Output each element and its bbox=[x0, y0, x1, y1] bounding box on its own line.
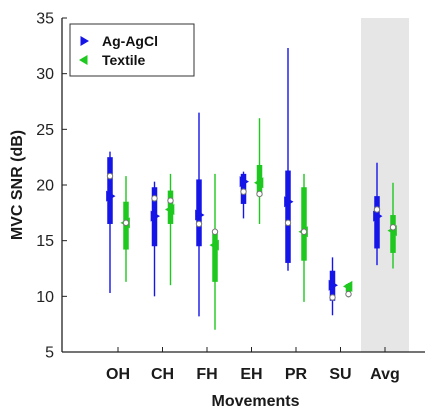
category-label-eh: EH bbox=[240, 366, 262, 383]
y-tick-label-20: 20 bbox=[36, 178, 54, 195]
x-axis-title: Movements bbox=[211, 393, 299, 410]
mean-marker-ag-agcl-ch bbox=[151, 195, 158, 202]
category-label-ch: CH bbox=[151, 366, 174, 383]
category-label-fh: FH bbox=[196, 366, 217, 383]
box-ag-agcl-pr bbox=[284, 48, 294, 271]
series-ag-agcl bbox=[106, 48, 383, 317]
box-textile-su bbox=[343, 280, 353, 298]
mean-marker-ag-agcl-pr bbox=[284, 219, 292, 227]
legend-label-textile: Textile bbox=[102, 52, 146, 68]
mean-marker-ag-agcl-eh bbox=[240, 188, 247, 195]
box-textile-ch bbox=[165, 173, 175, 286]
y-tick-label-10: 10 bbox=[36, 289, 54, 306]
iqr-ag-agcl-avg bbox=[374, 196, 380, 249]
category-label-oh: OH bbox=[106, 366, 130, 383]
box-ag-agcl-ch bbox=[150, 181, 160, 297]
median-marker-textile-fh bbox=[209, 239, 219, 251]
legend: Ag-AgCl Textile bbox=[69, 23, 195, 77]
mean-marker-ag-agcl-avg bbox=[373, 206, 381, 213]
median-marker-ag-agcl-eh bbox=[239, 176, 249, 188]
iqr-ag-agcl-oh bbox=[107, 157, 113, 224]
legend-box bbox=[69, 23, 195, 77]
median-marker-textile-ch bbox=[165, 203, 175, 215]
median-marker-ag-agcl-fh bbox=[195, 209, 205, 221]
category-label-su: SU bbox=[329, 366, 351, 383]
median-marker-ag-agcl-pr bbox=[284, 196, 294, 208]
box-ag-agcl-fh bbox=[195, 112, 205, 317]
category-label-avg: Avg bbox=[370, 366, 400, 383]
y-axis: 5 10 15 20 25 30 35 bbox=[36, 11, 67, 362]
category-label-pr: PR bbox=[285, 366, 308, 383]
mean-marker-textile-fh bbox=[211, 228, 219, 235]
box-textile-eh bbox=[254, 118, 264, 224]
y-tick-label-35: 35 bbox=[36, 11, 54, 28]
mean-marker-ag-agcl-su bbox=[329, 294, 336, 301]
box-plot-series bbox=[106, 48, 397, 330]
box-ag-agcl-su bbox=[328, 257, 338, 316]
y-tick-label-5: 5 bbox=[45, 345, 54, 362]
mean-marker-textile-eh bbox=[256, 190, 263, 198]
y-axis-title: MVC SNR (dB) bbox=[9, 130, 26, 240]
box-ag-agcl-avg bbox=[373, 162, 383, 266]
legend-marker-textile bbox=[79, 55, 88, 65]
mean-marker-textile-ch bbox=[167, 197, 174, 204]
mean-marker-textile-oh bbox=[122, 219, 130, 227]
mean-marker-textile-su bbox=[345, 290, 352, 298]
y-tick-label-15: 15 bbox=[36, 233, 54, 250]
box-textile-oh bbox=[120, 176, 130, 282]
series-textile bbox=[120, 118, 397, 330]
median-marker-ag-agcl-oh bbox=[106, 190, 116, 202]
box-ag-agcl-eh bbox=[239, 171, 249, 219]
iqr-textile-avg bbox=[390, 215, 396, 253]
mean-marker-ag-agcl-oh bbox=[106, 172, 114, 180]
legend-marker-ag-agcl bbox=[80, 36, 89, 46]
iqr-textile-pr bbox=[301, 187, 307, 261]
mean-marker-ag-agcl-fh bbox=[195, 220, 203, 228]
box-ag-agcl-oh bbox=[106, 151, 116, 293]
iqr-textile-fh bbox=[212, 231, 218, 282]
box-textile-avg bbox=[387, 182, 397, 269]
y-tick-label-25: 25 bbox=[36, 122, 54, 139]
box-textile-fh bbox=[209, 173, 219, 330]
mean-marker-textile-pr bbox=[300, 228, 308, 235]
median-marker-textile-eh bbox=[254, 177, 264, 189]
median-marker-ag-agcl-avg bbox=[373, 210, 383, 222]
y-tick-label-30: 30 bbox=[36, 66, 54, 83]
mean-marker-textile-avg bbox=[389, 224, 397, 231]
box-textile-pr bbox=[298, 173, 308, 302]
median-marker-textile-su bbox=[343, 280, 353, 292]
median-marker-ag-agcl-su bbox=[328, 279, 338, 291]
avg-highlight-band bbox=[361, 18, 409, 352]
iqr-ag-agcl-pr bbox=[285, 170, 291, 263]
x-axis: OH CH FH EH PR SU Avg bbox=[106, 347, 400, 383]
median-marker-ag-agcl-ch bbox=[150, 210, 160, 222]
legend-label-ag-agcl: Ag-AgCl bbox=[102, 33, 158, 49]
